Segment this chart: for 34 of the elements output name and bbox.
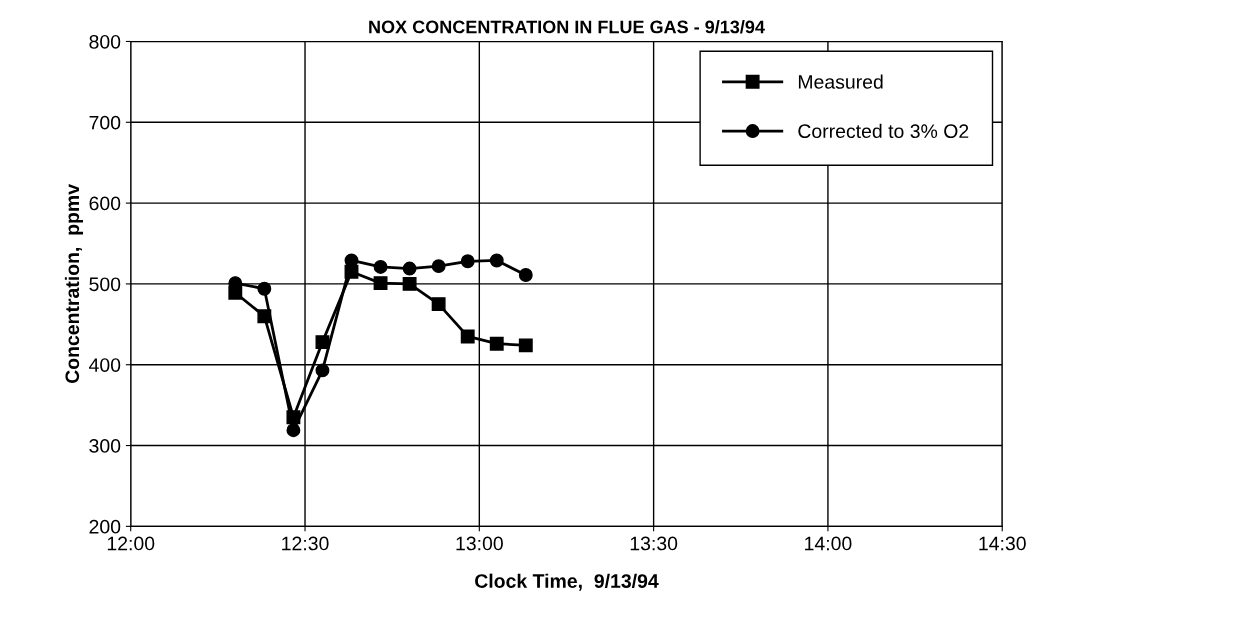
y-axis-title: Concentration, ppmv	[64, 184, 84, 384]
x-tick-label: 12:00	[107, 536, 155, 551]
legend-label: Corrected to 3% O2	[798, 123, 969, 139]
y-tick-label: 300	[89, 439, 121, 453]
point	[518, 268, 533, 282]
x-tick-label: 13:30	[630, 536, 678, 551]
point	[315, 363, 330, 378]
point	[489, 336, 504, 351]
point	[373, 259, 388, 274]
x-axis-title: Clock Time, 9/13/94	[475, 573, 659, 591]
y-tick-label: 400	[89, 358, 121, 372]
point	[518, 338, 533, 353]
point	[489, 253, 504, 268]
chart-title: NOX CONCENTRATION IN FLUE GAS - 9/13/94	[369, 20, 765, 34]
point	[373, 276, 388, 291]
point	[402, 276, 417, 291]
point	[402, 261, 417, 276]
legend-label: Measured	[798, 74, 883, 89]
point	[257, 281, 272, 296]
y-tick-label: 500	[89, 277, 121, 292]
y-tick-label: 600	[89, 196, 121, 211]
point	[460, 254, 475, 269]
x-tick-label: 13:00	[456, 536, 503, 551]
y-tick-label: 800	[89, 34, 121, 49]
x-tick-label: 12:30	[282, 536, 329, 551]
point	[315, 335, 330, 350]
point	[286, 423, 301, 438]
x-tick-label: 14:30	[979, 536, 1026, 551]
point	[431, 297, 446, 312]
x-tick-label: 14:00	[805, 536, 852, 551]
y-tick-label: 200	[89, 519, 121, 534]
y-tick-label: 700	[89, 115, 121, 130]
point	[431, 259, 446, 274]
point	[460, 329, 475, 344]
